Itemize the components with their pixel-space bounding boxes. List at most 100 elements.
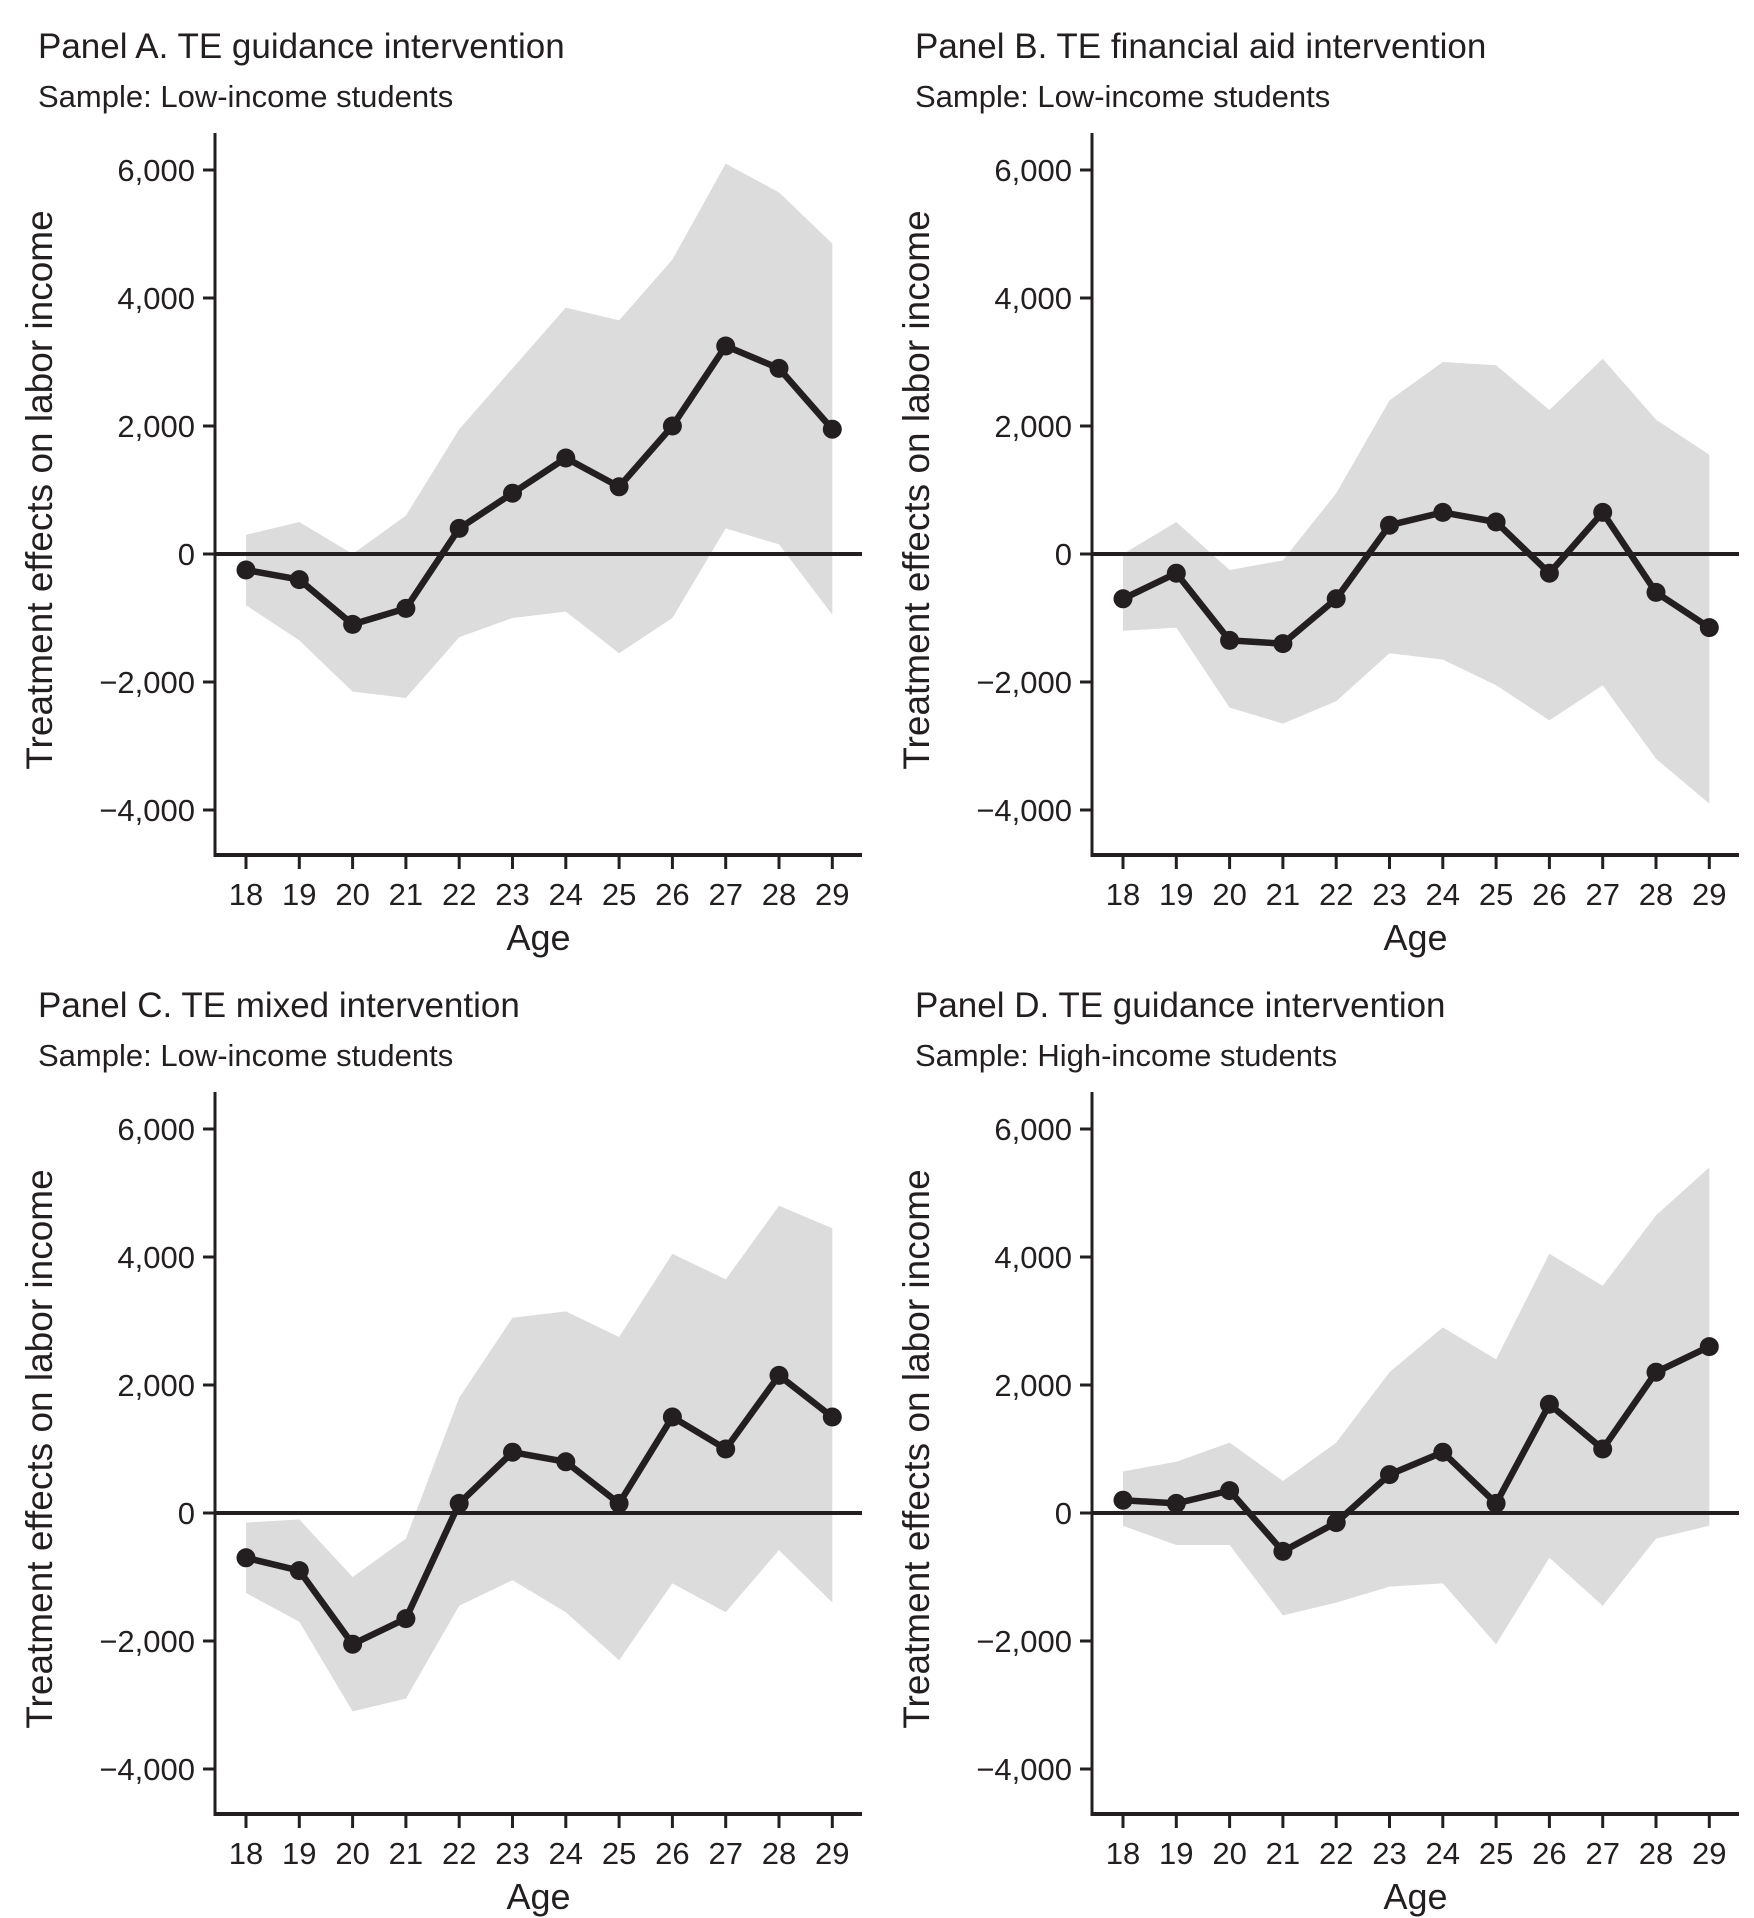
x-tick-label: 21 bbox=[1266, 877, 1300, 912]
y-tick-label: −2,000 bbox=[99, 1624, 195, 1659]
panel-a: Panel A. TE guidance intervention Sample… bbox=[0, 0, 877, 959]
data-point bbox=[1699, 618, 1719, 638]
x-tick-label: 25 bbox=[1479, 1836, 1513, 1871]
data-point bbox=[662, 416, 682, 436]
data-point bbox=[503, 483, 522, 503]
data-point bbox=[289, 570, 309, 590]
x-tick-label: 20 bbox=[335, 877, 369, 912]
y-tick-label: 4,000 bbox=[117, 1240, 195, 1275]
y-tick-label: 2,000 bbox=[117, 409, 195, 444]
x-tick-label: 23 bbox=[495, 1836, 529, 1871]
y-tick-label: −4,000 bbox=[976, 1752, 1072, 1787]
confidence-band bbox=[246, 163, 833, 699]
x-tick-label: 20 bbox=[1212, 877, 1246, 912]
x-tick-label: 26 bbox=[1532, 1836, 1566, 1871]
data-point bbox=[289, 1561, 309, 1581]
x-tick-label: 27 bbox=[1585, 877, 1619, 912]
x-tick-label: 25 bbox=[1479, 877, 1513, 912]
y-tick-label: −4,000 bbox=[99, 793, 195, 828]
y-tick-label: −2,000 bbox=[99, 665, 195, 700]
x-tick-label: 18 bbox=[229, 877, 263, 912]
data-point bbox=[1593, 502, 1613, 522]
data-point bbox=[822, 419, 842, 439]
data-point bbox=[396, 598, 416, 618]
x-tick-label: 22 bbox=[442, 877, 476, 912]
panel-title: Panel D. TE guidance intervention bbox=[915, 986, 1446, 1025]
x-tick-label: 27 bbox=[1585, 1836, 1619, 1871]
y-tick-label: 2,000 bbox=[994, 1368, 1072, 1403]
x-tick-label: 23 bbox=[1372, 1836, 1406, 1871]
data-point bbox=[236, 1548, 256, 1568]
y-tick-label: 6,000 bbox=[117, 1112, 195, 1147]
x-tick-label: 24 bbox=[1426, 1836, 1460, 1871]
x-tick-label: 21 bbox=[389, 1836, 423, 1871]
x-tick-label: 23 bbox=[1372, 877, 1406, 912]
x-tick-label: 24 bbox=[1426, 877, 1460, 912]
plot-area-panel-c: 6,000 4,000 2,000 0 −2,000 −4,000 18 19 20 21 22 23… bbox=[19, 1092, 862, 1917]
x-tick-label: 22 bbox=[1319, 1836, 1353, 1871]
x-tick-label: 20 bbox=[1212, 1836, 1246, 1871]
y-tick-label: 0 bbox=[1055, 1496, 1072, 1531]
data-point bbox=[556, 448, 576, 468]
data-point bbox=[449, 518, 469, 538]
x-tick-label: 29 bbox=[815, 877, 849, 912]
panel-d: Panel D. TE guidance intervention Sample… bbox=[877, 959, 1754, 1918]
confidence-band bbox=[1123, 358, 1710, 804]
x-tick-label: 18 bbox=[1106, 1836, 1140, 1871]
data-point bbox=[716, 336, 736, 356]
data-point bbox=[343, 1634, 363, 1654]
data-point bbox=[1220, 1481, 1240, 1501]
data-point bbox=[822, 1407, 842, 1427]
y-tick-label: 6,000 bbox=[117, 153, 195, 188]
x-axis-title: Age bbox=[1383, 1876, 1447, 1917]
data-point bbox=[1113, 589, 1133, 609]
data-point bbox=[1166, 563, 1186, 583]
panel-sample-label: Sample: High-income students bbox=[915, 1038, 1338, 1073]
data-point bbox=[1326, 589, 1346, 609]
data-point bbox=[609, 477, 629, 497]
x-tick-label: 22 bbox=[1319, 877, 1353, 912]
data-point bbox=[1539, 1394, 1559, 1414]
x-tick-label: 25 bbox=[602, 877, 636, 912]
data-point bbox=[236, 560, 256, 580]
data-point bbox=[1539, 563, 1559, 583]
x-tick-label: 21 bbox=[1266, 1836, 1300, 1871]
data-point bbox=[1220, 630, 1240, 650]
data-point bbox=[449, 1493, 469, 1513]
data-point bbox=[1433, 1442, 1453, 1462]
x-tick-label: 26 bbox=[655, 877, 689, 912]
data-line bbox=[242, 1372, 836, 1648]
data-point bbox=[1486, 1493, 1506, 1513]
x-tick-label: 29 bbox=[1692, 877, 1726, 912]
data-point bbox=[1380, 515, 1399, 535]
data-point bbox=[1646, 582, 1666, 602]
x-tick-label: 27 bbox=[708, 877, 742, 912]
plot-area-panel-b: 6,000 4,000 2,000 0 −2,000 −4,000 18 19 20 21 22 23… bbox=[896, 133, 1739, 958]
x-tick-label: 19 bbox=[282, 877, 316, 912]
x-tick-label: 24 bbox=[549, 1836, 583, 1871]
x-axis-title: Age bbox=[506, 1876, 570, 1917]
y-tick-label: 6,000 bbox=[994, 153, 1072, 188]
data-point bbox=[1433, 502, 1453, 522]
x-tick-label: 19 bbox=[1159, 1836, 1193, 1871]
confidence-band bbox=[1123, 1167, 1710, 1645]
data-point bbox=[503, 1442, 522, 1462]
x-tick-label: 26 bbox=[655, 1836, 689, 1871]
data-point bbox=[396, 1609, 416, 1629]
data-point bbox=[1699, 1337, 1719, 1357]
y-axis-title: Treatment effects on labor income bbox=[19, 1169, 60, 1728]
data-point bbox=[609, 1493, 629, 1513]
x-tick-label: 21 bbox=[389, 877, 423, 912]
data-point bbox=[1113, 1490, 1133, 1510]
y-tick-label: 4,000 bbox=[994, 1240, 1072, 1275]
data-point bbox=[662, 1407, 682, 1427]
y-tick-label: −4,000 bbox=[976, 793, 1072, 828]
panel-title: Panel C. TE mixed intervention bbox=[38, 986, 520, 1025]
x-tick-label: 29 bbox=[1692, 1836, 1726, 1871]
data-point bbox=[1326, 1513, 1346, 1533]
data-point bbox=[1593, 1439, 1613, 1459]
x-tick-label: 25 bbox=[602, 1836, 636, 1871]
y-tick-label: 2,000 bbox=[117, 1368, 195, 1403]
y-tick-label: 0 bbox=[178, 1496, 195, 1531]
panel-sample-label: Sample: Low-income students bbox=[915, 79, 1331, 114]
